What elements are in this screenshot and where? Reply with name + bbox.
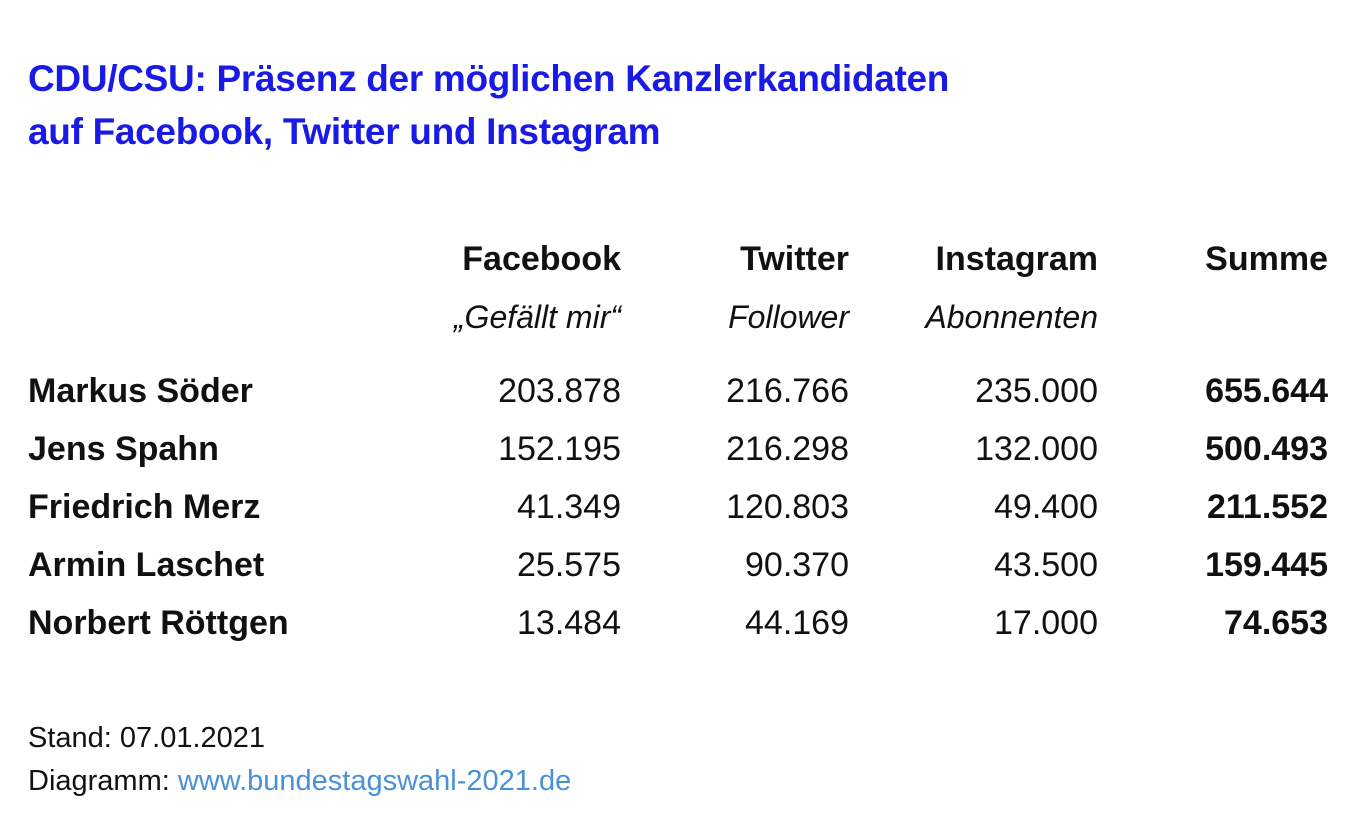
title-line-2: auf Facebook, Twitter und Instagram [28,111,661,152]
footer: Stand: 07.01.2021 Diagramm: www.bundesta… [28,717,571,803]
cell-twitter: 216.766 [726,371,849,410]
column-header-summe: Summe [1205,239,1328,278]
column-header-instagram: Instagram [935,239,1099,278]
header-row: Facebook Twitter Instagram Summe [28,232,1328,286]
cell-summe: 74.653 [1224,603,1328,642]
cell-twitter: 120.803 [726,487,849,526]
row-name: Norbert Röttgen [28,603,289,642]
cell-instagram: 235.000 [975,371,1098,410]
chart-title: CDU/CSU: Präsenz der möglichen Kanzlerka… [28,52,1278,158]
data-table: Facebook Twitter Instagram Summe „Gefäll… [28,232,1328,652]
cell-twitter: 90.370 [745,545,849,584]
row-name: Friedrich Merz [28,487,261,526]
cell-instagram: 17.000 [994,603,1098,642]
subheader-row: „Gefällt mir“ Follower Abonnenten [28,286,1328,348]
table-row: Jens Spahn 152.195 216.298 132.000 500.4… [28,420,1328,478]
cell-facebook: 13.484 [517,603,621,642]
cell-instagram: 43.500 [994,545,1098,584]
cell-summe: 655.644 [1205,371,1328,410]
cell-summe: 159.445 [1205,545,1328,584]
column-subheader-facebook: „Gefällt mir“ [453,298,621,335]
cell-instagram: 132.000 [975,429,1098,468]
column-subheader-twitter: Follower [728,298,849,335]
header-blank [28,232,368,286]
column-header-twitter: Twitter [740,239,849,278]
table-row: Norbert Röttgen 13.484 44.169 17.000 74.… [28,594,1328,652]
cell-facebook: 25.575 [517,545,621,584]
cell-facebook: 41.349 [517,487,621,526]
cell-twitter: 44.169 [745,603,849,642]
spacer-cell [28,348,1328,362]
table-row: Armin Laschet 25.575 90.370 43.500 159.4… [28,536,1328,594]
row-name: Jens Spahn [28,429,219,468]
title-line-1: CDU/CSU: Präsenz der möglichen Kanzlerka… [28,58,950,99]
diagramm-credit: Diagramm: www.bundestagswahl-2021.de [28,760,571,803]
table-row: Friedrich Merz 41.349 120.803 49.400 211… [28,478,1328,536]
subheader-blank [28,286,368,348]
cell-instagram: 49.400 [994,487,1098,526]
cell-summe: 211.552 [1206,487,1328,526]
stand-date: Stand: 07.01.2021 [28,722,266,754]
table-row: Markus Söder 203.878 216.766 235.000 655… [28,362,1328,420]
column-subheader-instagram: Abonnenten [925,298,1098,335]
cell-summe: 500.493 [1205,429,1328,468]
column-subheader-summe [1098,286,1328,348]
diagramm-label: Diagramm: [28,765,178,797]
cell-twitter: 216.298 [726,429,849,468]
spacer-row [28,348,1328,362]
cell-facebook: 152.195 [498,429,621,468]
cell-facebook: 203.878 [498,371,621,410]
source-link[interactable]: www.bundestagswahl-2021.de [177,765,572,797]
row-name: Armin Laschet [28,545,265,584]
column-header-facebook: Facebook [462,239,621,278]
row-name: Markus Söder [28,371,253,410]
